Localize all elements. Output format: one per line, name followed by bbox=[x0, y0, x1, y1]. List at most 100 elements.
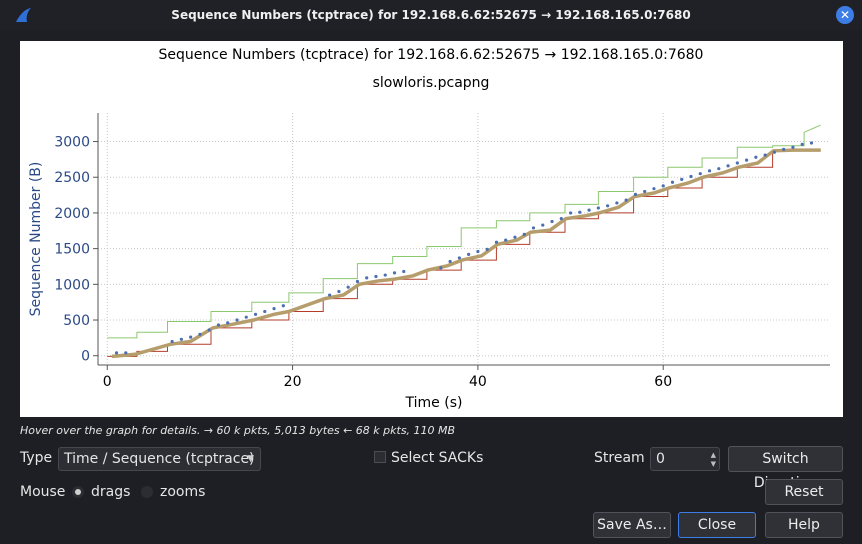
retransmission-point bbox=[698, 172, 702, 176]
spin-up-icon[interactable]: ▲ bbox=[710, 451, 716, 459]
spin-down-icon[interactable]: ▼ bbox=[710, 460, 716, 468]
ack-line bbox=[107, 149, 821, 357]
sequence-segment-line bbox=[111, 148, 821, 359]
retransmission-point bbox=[680, 177, 684, 181]
retransmission-point bbox=[402, 269, 406, 274]
chart-subtitle: slowloris.pcapng bbox=[373, 75, 490, 91]
retransmission-point bbox=[615, 201, 619, 205]
close-button[interactable]: Close bbox=[678, 512, 756, 538]
y-tick-label: 2000 bbox=[54, 206, 90, 222]
save-as-button[interactable]: Save As… bbox=[593, 512, 671, 538]
retransmission-point bbox=[124, 351, 128, 355]
select-sacks-label[interactable]: Select SACKs bbox=[391, 450, 484, 466]
y-tick-label: 1000 bbox=[54, 277, 90, 293]
y-tick-label: 1500 bbox=[54, 242, 90, 258]
retransmission-point bbox=[439, 266, 443, 270]
retransmission-point bbox=[559, 217, 563, 221]
retransmission-point bbox=[374, 274, 378, 279]
wireshark-fin-icon bbox=[16, 8, 31, 22]
retransmission-point bbox=[392, 271, 397, 275]
select-sacks-checkbox[interactable] bbox=[374, 451, 386, 463]
chevron-down-icon: ▼ bbox=[247, 454, 254, 464]
stream-spinbox[interactable]: 0 ▲ ▼ bbox=[650, 447, 720, 471]
retransmission-point bbox=[726, 164, 730, 168]
retransmission-point bbox=[457, 256, 461, 260]
retransmission-point bbox=[355, 279, 360, 284]
retransmission-point bbox=[596, 206, 600, 210]
retransmission-point bbox=[541, 223, 545, 227]
retransmission-point bbox=[578, 210, 582, 214]
drags-label[interactable]: drags bbox=[91, 484, 131, 500]
sequence-chart[interactable]: Sequence Numbers (tcptrace) for 192.168.… bbox=[20, 41, 843, 417]
retransmission-point bbox=[114, 351, 119, 355]
chart-title: Sequence Numbers (tcptrace) for 192.168.… bbox=[159, 47, 704, 63]
retransmission-point bbox=[689, 174, 693, 179]
x-axis-label: Time (s) bbox=[405, 395, 463, 411]
retransmission-point bbox=[717, 167, 721, 171]
retransmission-point bbox=[531, 226, 536, 230]
y-tick-label: 500 bbox=[63, 313, 90, 329]
retransmission-point bbox=[735, 161, 739, 165]
retransmission-point bbox=[467, 252, 471, 256]
window-close-icon[interactable]: ✕ bbox=[836, 6, 854, 24]
window-title: Sequence Numbers (tcptrace) for 192.168.… bbox=[171, 8, 691, 22]
retransmission-point bbox=[587, 208, 591, 212]
retransmission-point bbox=[272, 307, 276, 311]
retransmission-point bbox=[365, 276, 369, 280]
retransmission-point bbox=[670, 180, 675, 184]
reset-button[interactable]: Reset bbox=[765, 479, 843, 505]
help-button[interactable]: Help bbox=[765, 512, 843, 538]
x-tick-label: 40 bbox=[469, 374, 487, 390]
retransmission-point bbox=[494, 240, 499, 244]
retransmission-point bbox=[170, 339, 174, 344]
retransmission-point bbox=[661, 184, 665, 188]
mouse-label: Mouse bbox=[20, 484, 66, 500]
retransmission-point bbox=[244, 315, 248, 319]
x-tick-label: 20 bbox=[284, 374, 302, 390]
retransmission-point bbox=[337, 289, 341, 294]
retransmission-point bbox=[253, 312, 258, 316]
type-select-value: Time / Sequence (tcptrace) bbox=[64, 451, 255, 467]
y-tick-label: 2500 bbox=[54, 170, 90, 186]
retransmission-point bbox=[652, 187, 656, 191]
plot-panel[interactable]: Sequence Numbers (tcptrace) for 192.168.… bbox=[20, 41, 843, 417]
retransmission-point bbox=[522, 232, 526, 236]
window-titlebar: Sequence Numbers (tcptrace) for 192.168.… bbox=[0, 0, 862, 30]
retransmission-point bbox=[707, 169, 712, 173]
y-axis-label: Sequence Number (B) bbox=[28, 162, 44, 317]
retransmission-point bbox=[809, 141, 814, 145]
switch-direction-button[interactable]: Switch Direction bbox=[728, 446, 843, 491]
x-tick-label: 60 bbox=[654, 374, 672, 390]
retransmission-point bbox=[633, 192, 638, 196]
retransmission-point bbox=[281, 304, 285, 308]
retransmission-point bbox=[383, 273, 387, 277]
retransmission-point bbox=[226, 321, 230, 325]
receive-window-line bbox=[107, 124, 821, 339]
y-tick-label: 0 bbox=[81, 349, 90, 365]
retransmission-point bbox=[624, 198, 628, 202]
y-tick-label: 3000 bbox=[54, 135, 90, 151]
zooms-label[interactable]: zooms bbox=[160, 484, 206, 500]
retransmission-point bbox=[448, 259, 452, 264]
retransmission-point bbox=[791, 145, 795, 149]
retransmission-point bbox=[782, 147, 786, 152]
retransmission-point bbox=[772, 150, 777, 154]
retransmission-point bbox=[745, 158, 749, 162]
retransmission-point bbox=[328, 293, 332, 297]
retransmission-point bbox=[216, 323, 221, 327]
retransmission-point bbox=[189, 335, 193, 339]
retransmission-point bbox=[643, 189, 647, 194]
retransmission-point bbox=[346, 285, 350, 289]
retransmission-point bbox=[504, 238, 508, 242]
retransmission-point bbox=[754, 155, 758, 159]
zooms-radio[interactable] bbox=[141, 486, 153, 498]
retransmission-point bbox=[606, 204, 610, 208]
stream-value: 0 bbox=[656, 451, 665, 467]
drags-radio[interactable] bbox=[72, 486, 84, 498]
retransmission-point bbox=[800, 142, 804, 147]
retransmission-point bbox=[198, 332, 202, 336]
retransmission-point bbox=[568, 211, 573, 215]
retransmission-point bbox=[207, 328, 211, 332]
x-tick-label: 0 bbox=[103, 374, 112, 390]
type-select[interactable]: Time / Sequence (tcptrace) ▼ bbox=[58, 447, 261, 471]
